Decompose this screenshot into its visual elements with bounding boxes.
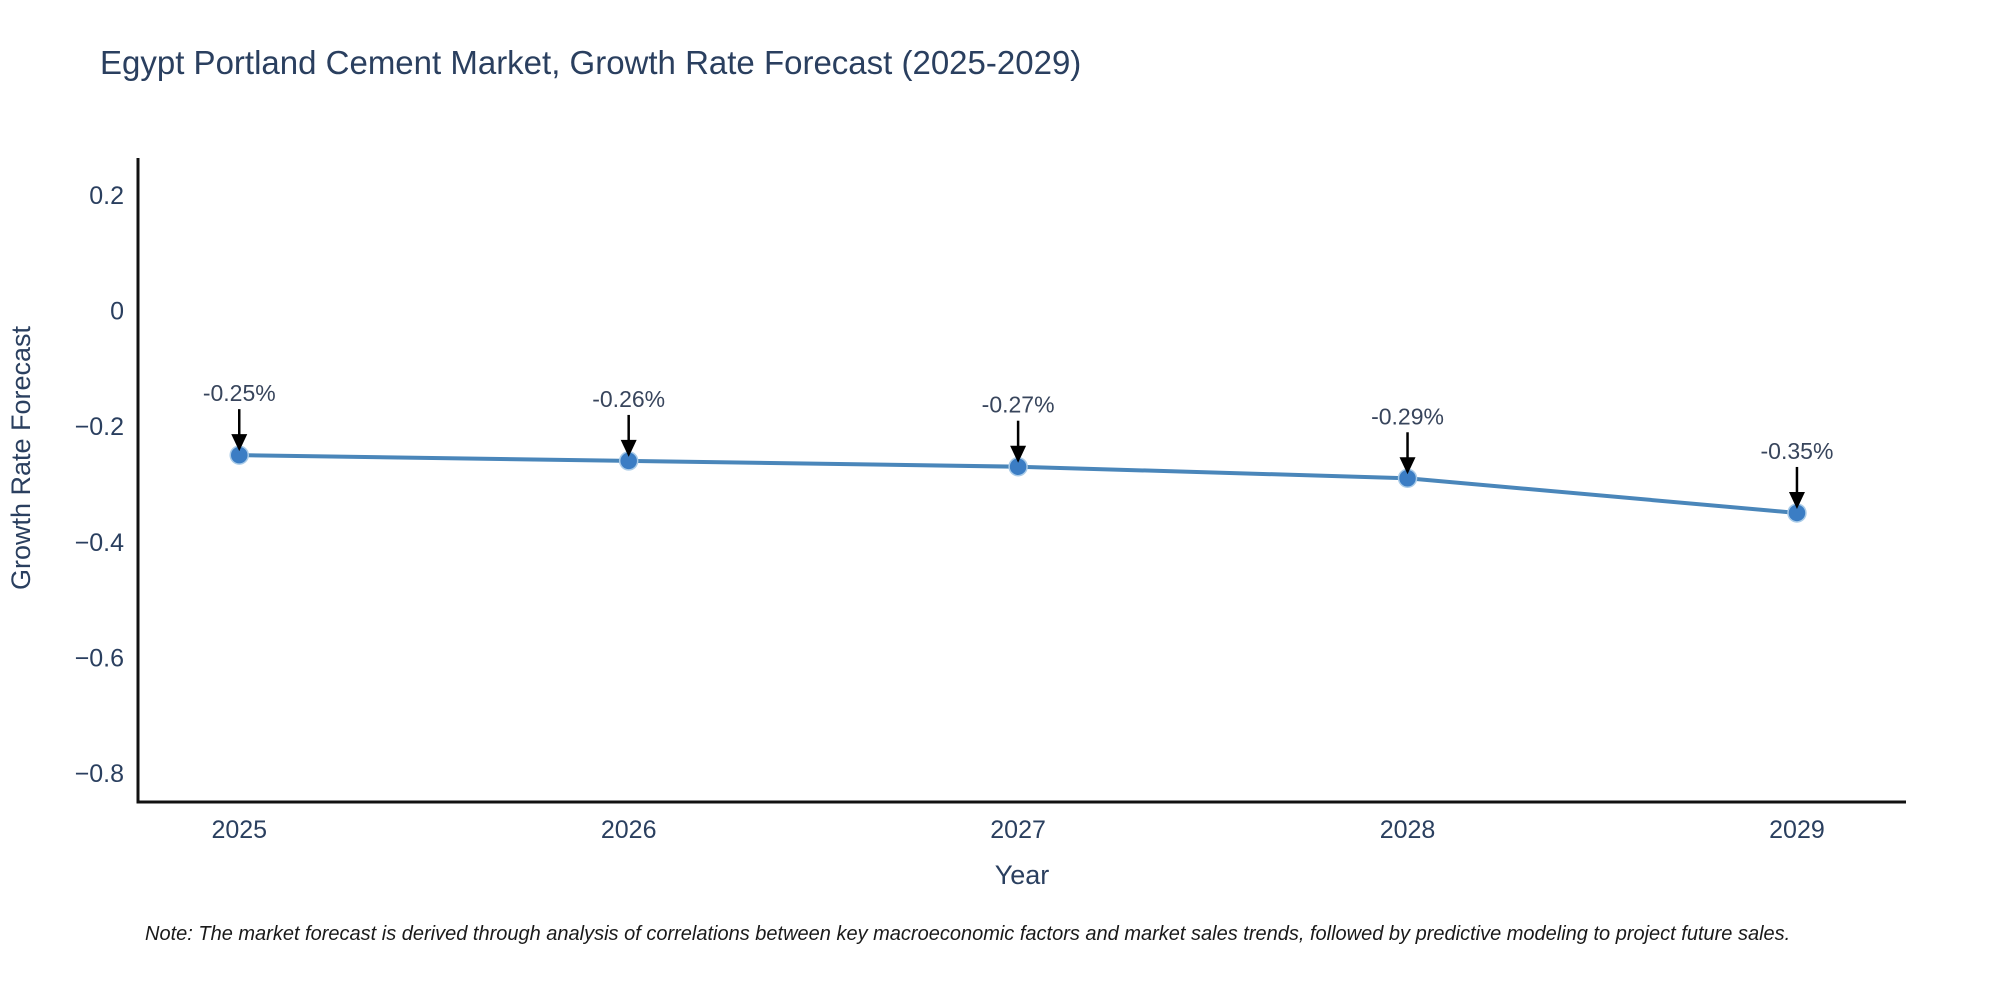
x-axis-title: Year [995, 860, 1050, 890]
annotation-arrowhead-icon [620, 439, 637, 457]
annotation-arrowhead-icon [1399, 457, 1416, 475]
annotations: -0.25% -0.26% -0.27% -0.29% -0.35% [203, 380, 1834, 509]
annotation-label: -0.26% [592, 386, 665, 412]
axes: 0.2 0 −0.2 −0.4 −0.6 −0.8 2025 2026 2027 2028 2029 [75, 158, 1906, 844]
annotation-arrowhead-icon [1788, 491, 1805, 509]
annotation-label: -0.25% [203, 380, 276, 406]
y-tick-label: 0.2 [89, 182, 124, 210]
x-tick-label: 2029 [1769, 816, 1825, 844]
annotation-arrowhead-icon [1010, 445, 1027, 463]
y-axis-title: Growth Rate Forecast [6, 325, 36, 590]
footnote: Note: The market forecast is derived thr… [145, 923, 1790, 945]
y-tick-label: 0 [110, 298, 124, 326]
y-tick-label: −0.8 [75, 760, 124, 788]
y-tick-label: −0.6 [75, 644, 124, 672]
annotation-arrowhead-icon [231, 434, 248, 452]
chart-title: Egypt Portland Cement Market, Growth Rat… [100, 44, 1081, 81]
annotation-label: -0.27% [982, 392, 1055, 418]
y-tick-label: −0.2 [75, 413, 124, 441]
x-tick-label: 2025 [211, 816, 267, 844]
annotation-label: -0.35% [1761, 438, 1834, 464]
x-tick-label: 2028 [1380, 816, 1436, 844]
x-tick-label: 2026 [601, 816, 657, 844]
x-tick-label: 2027 [990, 816, 1046, 844]
line-series [229, 445, 1807, 523]
annotation-label: -0.29% [1371, 403, 1444, 429]
y-tick-label: −0.4 [75, 529, 124, 557]
